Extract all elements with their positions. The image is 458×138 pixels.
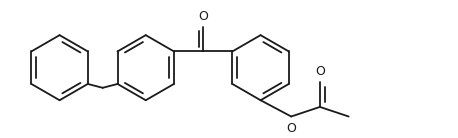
Text: O: O: [286, 122, 296, 135]
Text: O: O: [315, 65, 325, 78]
Text: O: O: [198, 10, 208, 23]
